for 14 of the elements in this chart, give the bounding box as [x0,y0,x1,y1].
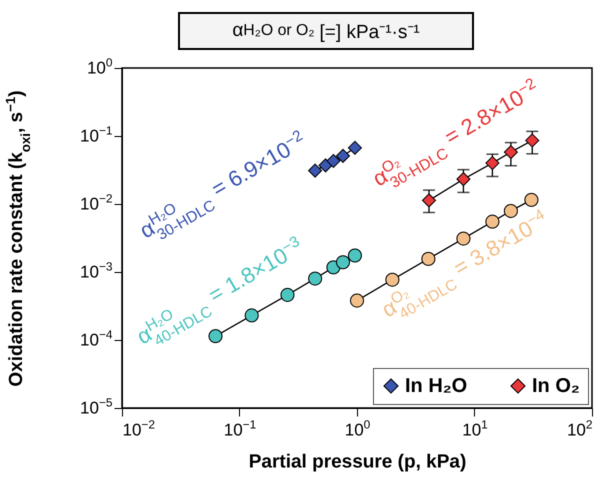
legend-label: In H₂O [405,375,468,397]
y-tick-label: 10$^{−5}$ [80,396,113,418]
y-tick-label: 10$^{0}$ [86,56,113,78]
x-tick-label: 10$^{2}$ [566,418,593,440]
x-tick-label: 10$^{1}$ [462,418,488,440]
x-tick-label: 10$^{−2}$ [122,418,156,440]
y-tick-label: 10$^{−3}$ [80,260,113,282]
x-tick-label: 10$^{0}$ [344,418,371,440]
y-tick-label: 10$^{−4}$ [80,328,113,350]
x-axis-title: Partial pressure (p, kPa) [248,452,466,472]
y-tick-label: 10$^{−2}$ [80,192,113,214]
y-tick-label: 10$^{−1}$ [80,124,113,146]
legend-label: In O₂ [532,375,580,397]
x-tick-label: 10$^{−1}$ [224,418,257,440]
